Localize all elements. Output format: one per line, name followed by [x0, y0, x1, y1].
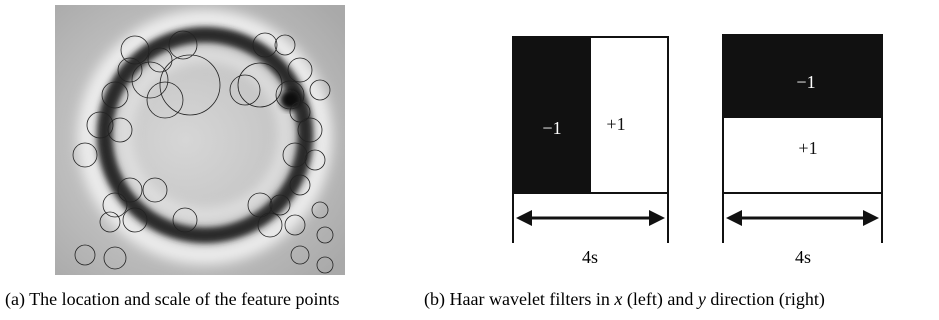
feature-image — [55, 5, 345, 275]
caption-part: x — [613, 289, 622, 309]
figure: −1 +1 4s −1 +1 4s (a) The location and s… — [0, 0, 939, 320]
caption-a: (a) The location and scale of the featur… — [5, 289, 340, 310]
filter-label: −1 — [796, 72, 815, 92]
haar-filter-x — [513, 37, 668, 243]
width-label: 4s — [582, 247, 598, 267]
caption-part: direction (right) — [706, 289, 825, 310]
width-label: 4s — [795, 247, 811, 267]
caption-part: (left) and — [622, 289, 697, 310]
caption-part: (b) Haar wavelet filters in — [424, 289, 614, 310]
caption-b: (b) Haar wavelet filters in x (left) and… — [424, 289, 825, 310]
filter-label: −1 — [542, 118, 561, 138]
filter-label: +1 — [798, 138, 817, 158]
filter-label: +1 — [606, 114, 625, 134]
caption-part: y — [696, 289, 706, 309]
